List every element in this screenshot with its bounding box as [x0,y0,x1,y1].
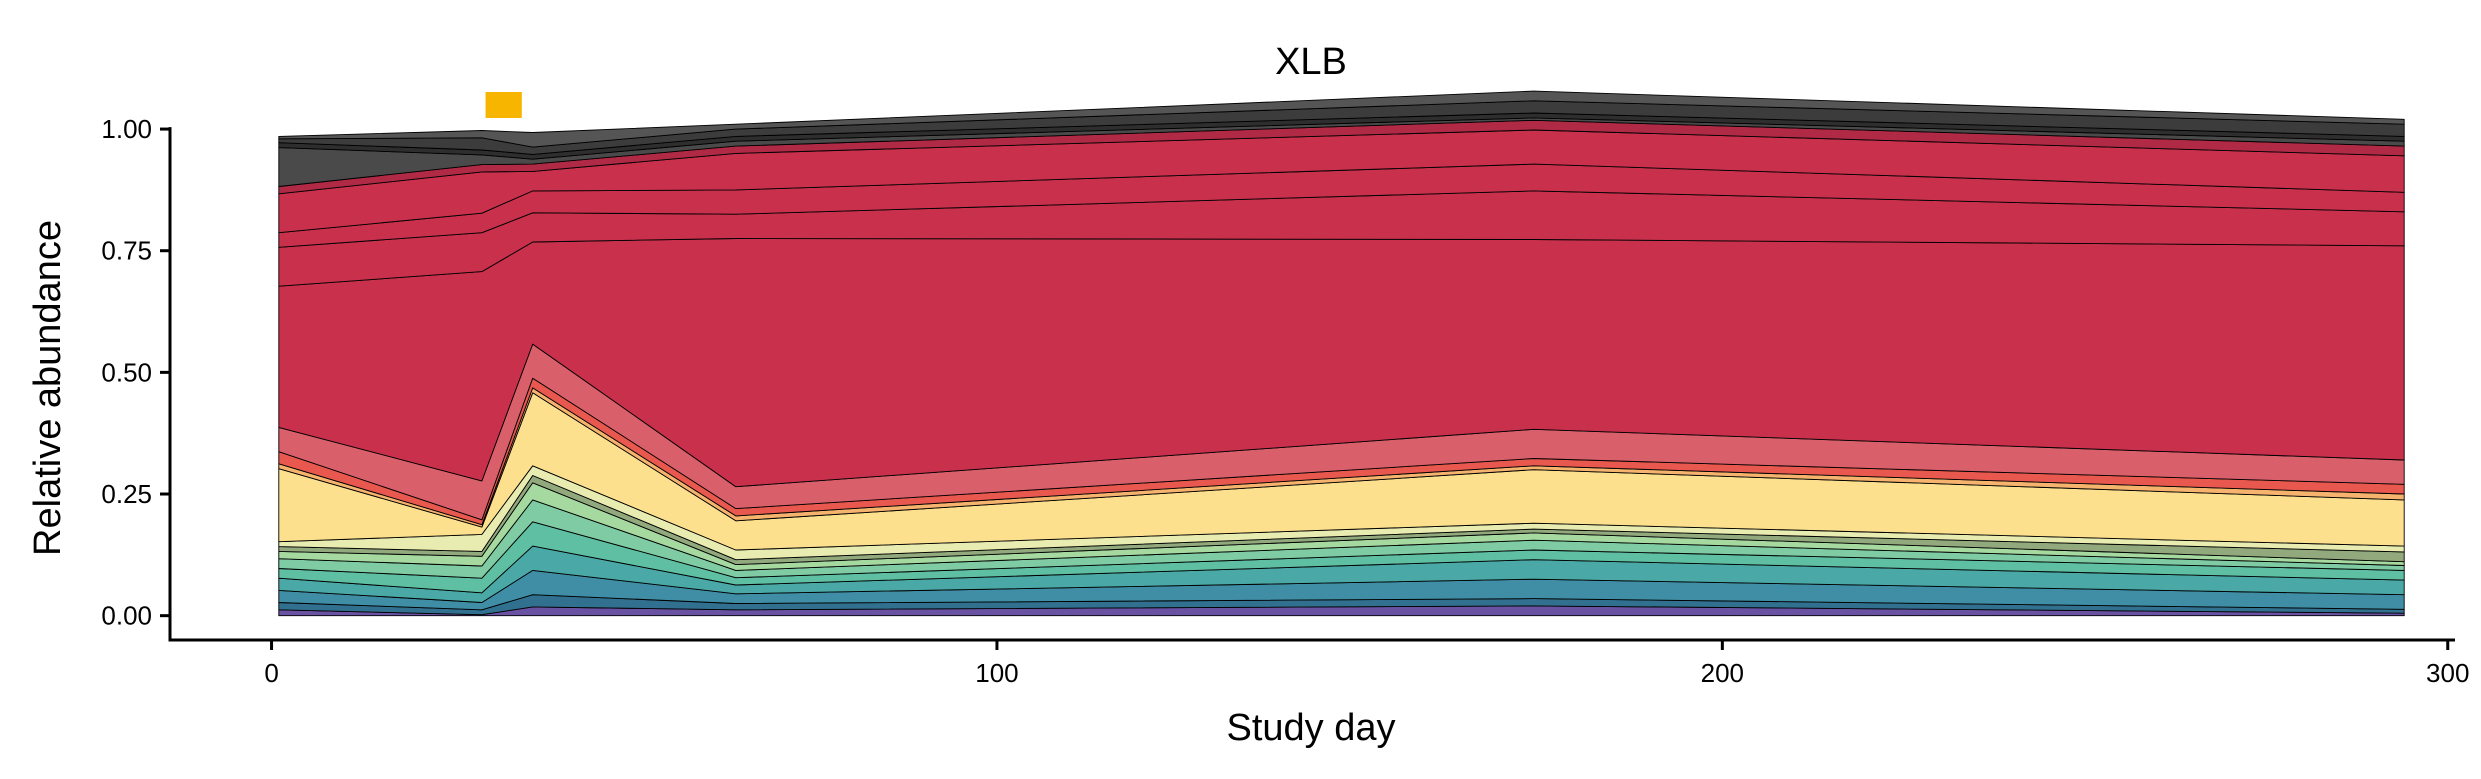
treatment-markers [485,92,522,118]
x-tick-label: 200 [1701,658,1744,688]
y-tick-label: 0.50 [101,357,152,387]
x-tick-label: 300 [2426,658,2469,688]
y-tick-label: 0.00 [101,601,152,631]
y-axis-ticks: 0.00 0.25 0.50 0.75 1.00 [101,114,170,631]
stacked-areas [278,90,2405,617]
y-axis-title: Relative abundance [27,220,69,556]
x-axis-title: Study day [1227,707,1396,749]
y-tick-label: 1.00 [101,114,152,144]
area-band-22 [278,90,2405,148]
treatment-marker-1 [485,92,522,118]
x-axis-ticks: 0 100 200 300 [264,640,2469,688]
axes: 0.00 0.25 0.50 0.75 1.00 0 100 200 300 [101,114,2469,688]
chart-title: XLB [1275,41,1347,83]
y-tick-label: 0.25 [101,479,152,509]
y-tick-label: 0.75 [101,236,152,266]
x-tick-label: 0 [264,658,278,688]
x-tick-label: 100 [975,658,1018,688]
